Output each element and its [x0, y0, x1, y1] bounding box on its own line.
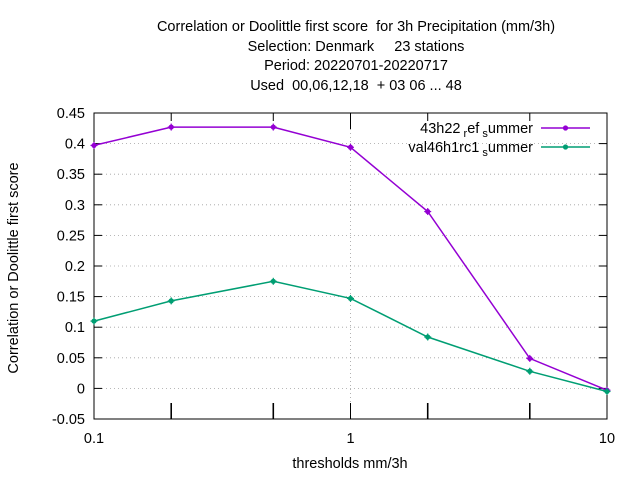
title-line-3: Period: 20220701-20220717	[264, 58, 448, 74]
y-tick-label: 0.35	[57, 167, 85, 183]
y-tick-label: 0.15	[57, 290, 85, 306]
y-tick-label: 0.05	[57, 351, 85, 367]
y-tick-label: 0	[77, 381, 85, 397]
title-line-1: Correlation or Doolittle first score for…	[156, 19, 556, 35]
title-line-2: Selection: Denmark 23 stations	[247, 38, 465, 55]
y-tick-label: 0.1	[65, 320, 85, 336]
legend-label: 43h22 ref summer	[420, 121, 533, 140]
y-tick-label: 0.2	[65, 259, 85, 275]
series-line	[93, 126, 608, 391]
y-tick-label: 0.45	[57, 106, 85, 122]
x-tick-label: 0.1	[84, 431, 104, 447]
chart-title: Correlation or Doolittle first score for…	[0, 18, 640, 96]
series	[90, 123, 611, 395]
y-tick-label: 0.4	[65, 137, 85, 153]
axes: -0.05 0 0.05 0.1 0.15 0.2 0.25 0.3 0.35 0.4 0.45 0.…	[52, 106, 615, 447]
x-axis-label: thresholds mm/3h	[292, 456, 408, 472]
legend-marker	[562, 125, 569, 131]
title-line-4: Used 00,06,12,18 + 03 06 ... 48	[250, 77, 462, 94]
y-tick-label: 0.25	[57, 228, 85, 244]
x-tick-label: 1	[346, 431, 354, 447]
legend-label: val46h1rc1 summer	[408, 140, 533, 159]
y-tick-label: -0.05	[52, 412, 85, 428]
x-tick-label: 10	[599, 431, 615, 447]
legend-marker	[562, 144, 569, 150]
y-tick-label: 0.3	[65, 198, 85, 214]
